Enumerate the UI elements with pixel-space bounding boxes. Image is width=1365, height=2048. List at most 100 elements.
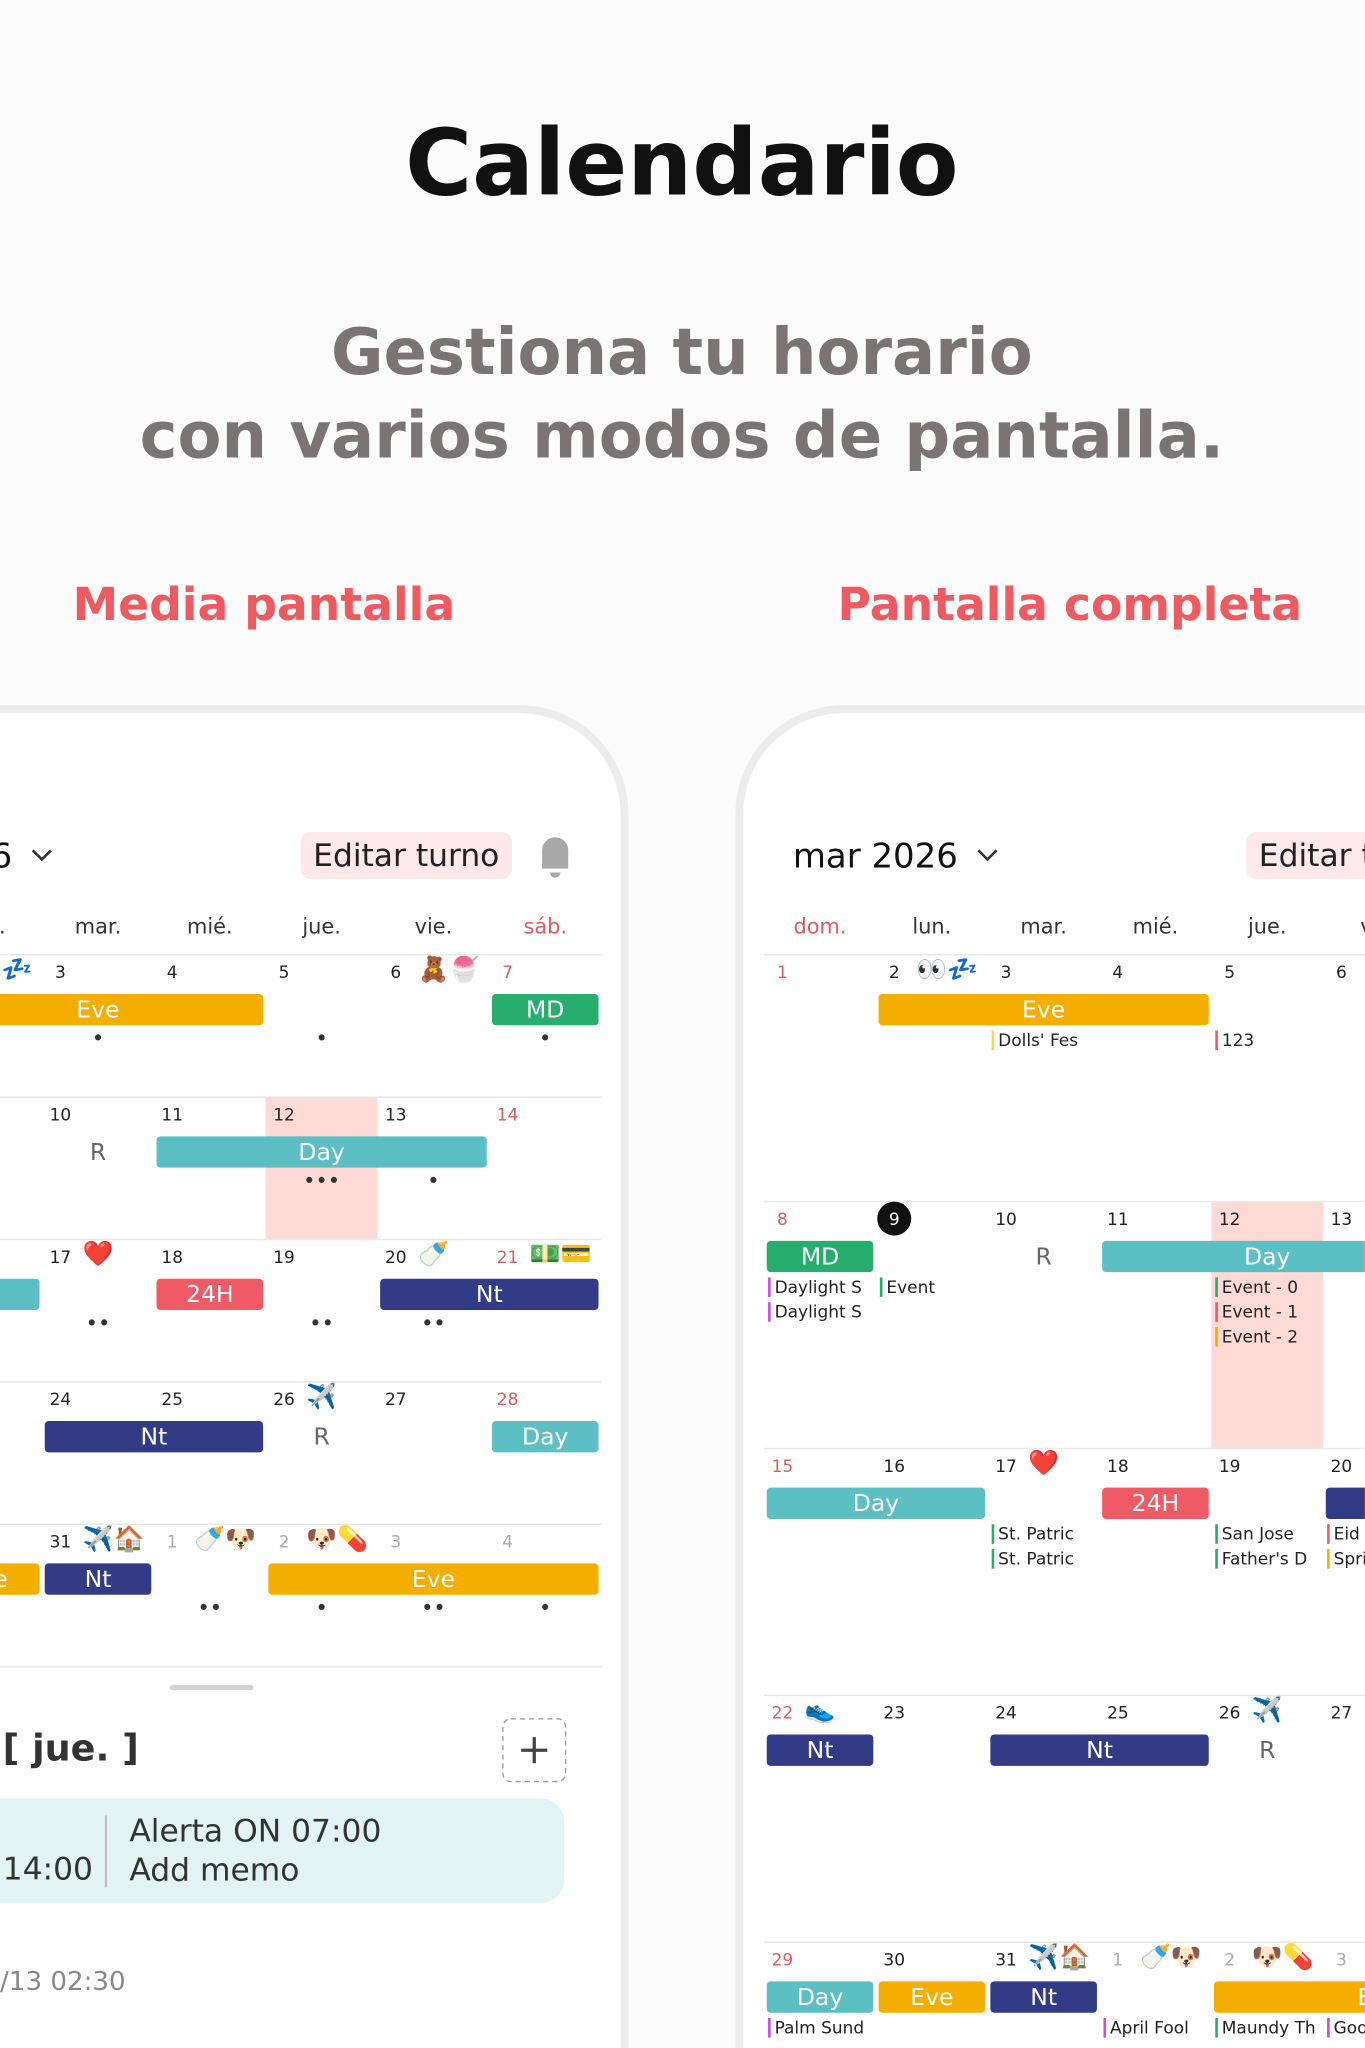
event-note[interactable]: Eid a	[1334, 1525, 1365, 1545]
shift-bar[interactable]	[0, 1278, 40, 1311]
day-number[interactable]: 13	[1331, 1210, 1353, 1230]
shift-bar[interactable]	[1102, 1487, 1209, 1520]
day-number[interactable]: 26	[1219, 1704, 1241, 1724]
shift-bar[interactable]	[44, 1563, 152, 1595]
day-number[interactable]: 29	[772, 1950, 794, 1970]
day-number[interactable]: 1	[1112, 1950, 1123, 1970]
day-number[interactable]: 18	[161, 1248, 183, 1268]
shift-bar[interactable]	[878, 993, 1209, 1026]
day-number[interactable]: 19	[273, 1248, 295, 1268]
shift-bar[interactable]	[491, 993, 599, 1026]
day-number[interactable]: 10	[995, 1210, 1017, 1230]
shift-bar[interactable]	[268, 1563, 599, 1595]
day-number[interactable]: 22	[772, 1704, 794, 1724]
day-number[interactable]: 12	[273, 1105, 295, 1125]
shift-bar[interactable]	[156, 1278, 264, 1311]
day-number[interactable]: 1	[777, 963, 788, 983]
day-number[interactable]: 20	[385, 1248, 407, 1268]
event-note[interactable]: Father's D	[1222, 1550, 1307, 1570]
day-number[interactable]: 4	[167, 963, 178, 983]
shift-bar[interactable]	[380, 1278, 599, 1311]
day-number[interactable]: 30	[883, 1950, 905, 1970]
day-number[interactable]: 18	[1107, 1457, 1129, 1477]
shift-bar[interactable]	[766, 1240, 874, 1273]
month-chevron[interactable]	[31, 849, 52, 862]
day-number[interactable]: 7	[502, 963, 513, 983]
day-number[interactable]: 5	[1224, 963, 1235, 983]
day-number[interactable]: 16	[883, 1457, 905, 1477]
day-number[interactable]: 27	[385, 1390, 407, 1410]
shift-bar[interactable]	[0, 993, 264, 1026]
month-title[interactable]: mar 2026	[793, 837, 958, 877]
shift-bar[interactable]	[990, 1981, 1097, 2013]
event-note[interactable]: April Fool	[1110, 2018, 1189, 2038]
day-number[interactable]: 2	[279, 1533, 290, 1553]
day-number[interactable]: 20	[1331, 1457, 1353, 1477]
shift-bar[interactable]	[766, 1981, 874, 2013]
day-number[interactable]: 24	[50, 1390, 72, 1410]
shift-bar[interactable]	[990, 1734, 1209, 1766]
day-number[interactable]: 11	[1107, 1210, 1129, 1230]
edit-button[interactable]	[1246, 831, 1365, 880]
day-number[interactable]: 23	[883, 1704, 905, 1724]
day-number[interactable]: 8	[777, 1210, 788, 1230]
bell-icon[interactable]	[542, 837, 569, 878]
day-number[interactable]: 17	[50, 1248, 72, 1268]
event-note[interactable]: Event	[886, 1278, 935, 1298]
month-title[interactable]: mar 2026	[0, 837, 12, 877]
day-number[interactable]: 6	[390, 963, 401, 983]
shift-card[interactable]	[0, 1798, 565, 1904]
shift-bar[interactable]	[156, 1136, 487, 1168]
shift-bar[interactable]	[491, 1421, 599, 1453]
day-number[interactable]: 6	[1336, 963, 1347, 983]
day-number[interactable]: 28	[497, 1390, 519, 1410]
day-number[interactable]: 3	[1001, 963, 1012, 983]
day-number[interactable]: 25	[1107, 1704, 1129, 1724]
day-number[interactable]: 2	[1224, 1950, 1235, 1970]
day-number[interactable]: 25	[161, 1390, 183, 1410]
event-note[interactable]: Palm Sund	[775, 2018, 865, 2038]
day-number[interactable]: 21	[497, 1248, 519, 1268]
shift-bar[interactable]	[1102, 1240, 1365, 1273]
memo[interactable]: Add memo	[129, 1853, 299, 1889]
event-note[interactable]: St. Patric	[998, 1525, 1074, 1545]
day-number[interactable]: 31	[50, 1533, 72, 1553]
shift-bar[interactable]	[878, 1981, 986, 2013]
day-number[interactable]: 31	[995, 1950, 1017, 1970]
day-number[interactable]: 3	[390, 1533, 401, 1553]
event-note[interactable]: Goo	[1334, 2018, 1365, 2038]
day-number[interactable]: 11	[161, 1105, 183, 1125]
day-number[interactable]: 3	[1336, 1950, 1347, 1970]
event-note[interactable]: San Jose	[1222, 1525, 1294, 1545]
day-number[interactable]: 13	[385, 1105, 407, 1125]
edit-button[interactable]	[300, 832, 513, 880]
event-note[interactable]: 123	[1222, 1031, 1254, 1051]
event-note[interactable]: Event - 0	[1222, 1278, 1298, 1298]
event-note[interactable]: Daylight S	[775, 1278, 862, 1298]
shift-bar[interactable]	[1325, 1487, 1365, 1520]
event-note[interactable]: St. Patric	[998, 1550, 1074, 1570]
event-note[interactable]: Spri	[1334, 1550, 1365, 1570]
shift-bar[interactable]	[44, 1421, 264, 1453]
day-number[interactable]: 27	[1331, 1704, 1353, 1724]
event-note[interactable]: Event - 1	[1222, 1303, 1298, 1323]
day-number[interactable]: 4	[1112, 963, 1123, 983]
day-number[interactable]: 15	[772, 1457, 794, 1477]
day-number[interactable]: 14	[497, 1105, 519, 1125]
day-number[interactable]: 9	[889, 1210, 900, 1230]
day-number[interactable]: 5	[279, 963, 290, 983]
event-note[interactable]: Maundy Th	[1222, 2018, 1316, 2038]
month-chevron[interactable]	[977, 849, 998, 862]
day-number[interactable]: 1	[167, 1533, 178, 1553]
shift-bar[interactable]	[766, 1734, 874, 1766]
event-note[interactable]: Daylight S	[775, 1303, 862, 1323]
day-number[interactable]: 10	[50, 1105, 72, 1125]
day-number[interactable]: 4	[502, 1533, 513, 1553]
event-note[interactable]: Dolls' Fes	[998, 1031, 1078, 1051]
day-number[interactable]: 19	[1219, 1457, 1241, 1477]
day-number[interactable]: 12	[1219, 1210, 1241, 1230]
shift-bar[interactable]	[0, 1563, 40, 1595]
day-number[interactable]: 26	[273, 1390, 295, 1410]
day-number[interactable]: 24	[995, 1704, 1017, 1724]
shift-bar[interactable]	[1213, 1981, 1365, 2013]
